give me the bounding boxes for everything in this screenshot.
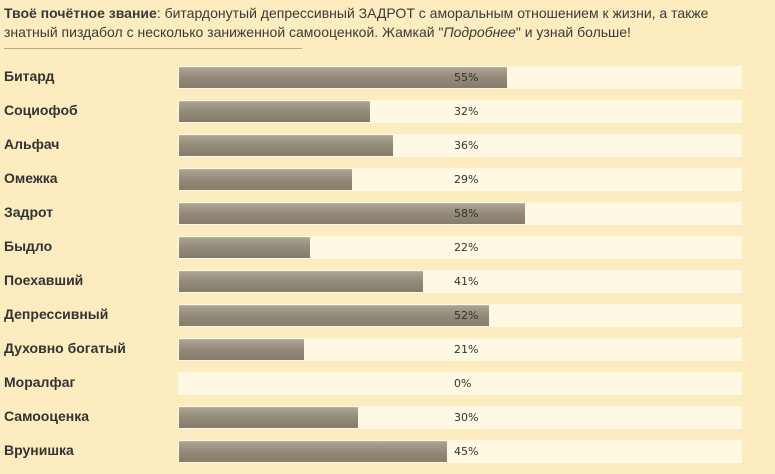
stat-percent: 21% [454,343,479,356]
stat-bar-fill [179,305,489,326]
stat-percent: 41% [454,275,479,288]
stat-label: Поехавший [4,272,84,288]
stat-label: Быдло [4,238,53,254]
stat-label: Врунишка [4,442,74,458]
result-desc-part1: битардонутый депрессивный ЗАДРОТ с амора… [4,5,709,40]
stat-label: Задрот [4,204,54,220]
stat-bar-track: 58% [178,202,742,225]
stat-row: Поехавший 41% [0,270,775,304]
stat-percent: 45% [454,445,479,458]
stat-percent: 52% [454,309,479,322]
stat-label: Моралфаг [4,374,76,390]
stat-percent: 58% [454,207,479,220]
stat-bar-fill [179,271,423,292]
stat-bar-fill [179,135,393,156]
result-desc-part2: " и узнай больше! [515,24,631,40]
stat-label: Альфач [4,136,60,152]
stat-row: Моралфаг 0% [0,372,775,406]
stat-bar-fill [179,67,507,88]
stat-bar-track: 29% [178,168,742,191]
stat-bar-track: 21% [178,338,742,361]
stat-row: Омежка 29% [0,168,775,202]
stat-percent: 0% [454,377,472,390]
stat-percent: 55% [454,71,479,84]
stat-bar-track: 41% [178,270,742,293]
result-description: Твоё почётное звание: битардонутый депре… [4,4,764,42]
result-title: Твоё почётное звание [4,5,157,21]
divider [4,48,302,49]
stat-label: Социофоб [4,102,78,118]
stat-bar-track: 30% [178,406,742,429]
stat-label: Духовно богатый [4,340,126,356]
stat-label: Битард [4,68,55,84]
stat-bar-fill [179,237,310,258]
stat-bar-track: 45% [178,440,742,463]
stat-bar-track: 55% [178,66,742,89]
stat-bar-fill [179,101,370,122]
stat-percent: 30% [454,411,479,424]
stat-bar-track: 32% [178,100,742,123]
stat-row: Социофоб 32% [0,100,775,134]
stat-bar-track: 52% [178,304,742,327]
stat-row: Битард 55% [0,66,775,100]
result-colon: : [156,5,161,21]
stat-label: Самооценка [4,408,89,424]
stat-bar-fill [179,169,352,190]
stat-percent: 32% [454,105,479,118]
stat-row: Духовно богатый 21% [0,338,775,372]
stat-row: Быдло 22% [0,236,775,270]
stat-percent: 29% [454,173,479,186]
stat-row: Врунишка 45% [0,440,775,474]
stat-bar-fill [179,407,358,428]
stat-row: Задрот 58% [0,202,775,236]
stat-percent: 22% [454,241,479,254]
stat-row: Депрессивный 52% [0,304,775,338]
stat-bar-track: 0% [178,372,742,395]
stat-bar-fill [179,339,304,360]
stat-label: Омежка [4,170,58,186]
stat-bar-track: 22% [178,236,742,259]
stat-bar-fill [179,441,447,462]
stat-label: Депрессивный [4,306,109,322]
stat-row: Альфач 36% [0,134,775,168]
stat-percent: 36% [454,139,479,152]
stat-bar-track: 36% [178,134,742,157]
stat-row: Самооценка 30% [0,406,775,440]
stats-list: Битард 55% Социофоб 32% Альфач 36% Омежка 29% За… [0,66,775,474]
details-link[interactable]: Подробнее [443,24,516,40]
stat-bar-fill [179,203,525,224]
